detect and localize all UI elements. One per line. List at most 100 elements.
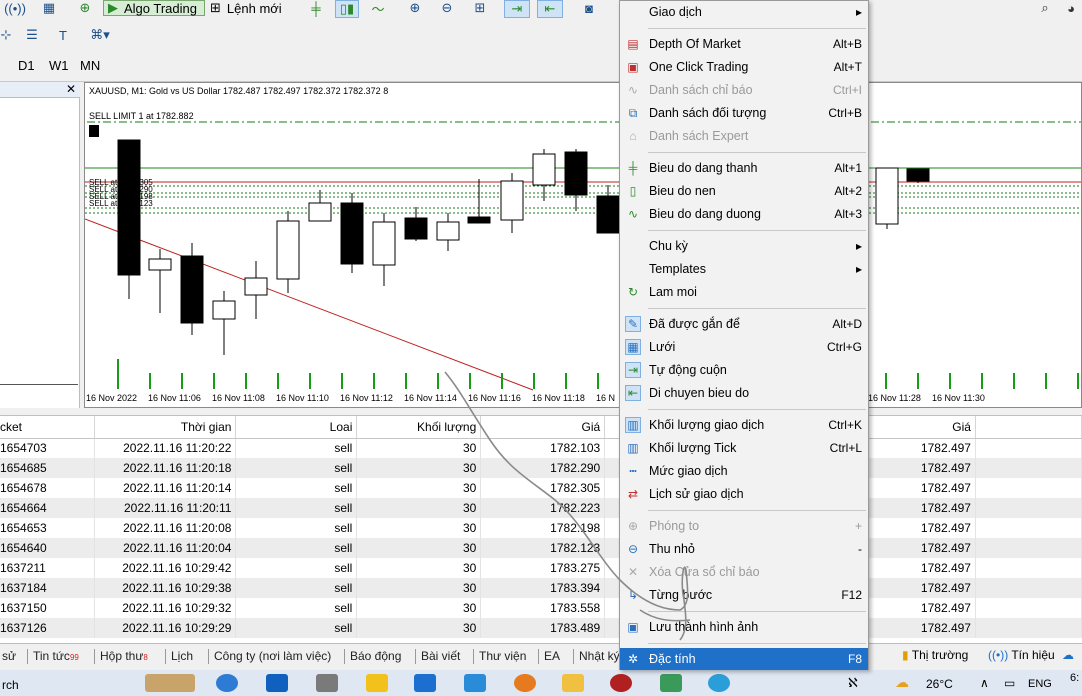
autoscroll-icon[interactable]: ⇥ bbox=[504, 0, 530, 18]
menu-item[interactable]: ↳ Từng bước F12 bbox=[620, 584, 868, 606]
menu-item[interactable]: ⧉ Danh sách đối tượng Ctrl+B bbox=[620, 102, 868, 124]
toolbox-tab[interactable]: Lịch bbox=[171, 649, 193, 663]
app-red-icon[interactable] bbox=[610, 674, 632, 692]
time-cell: 2022.11.16 11:20:08 bbox=[94, 518, 237, 538]
market-button[interactable]: ▮ Thị trường bbox=[902, 648, 969, 662]
col-price[interactable]: Giá bbox=[480, 416, 606, 439]
vps-icon[interactable]: ☁ bbox=[1062, 648, 1074, 662]
menu-item[interactable]: Giao dịch ▸ bbox=[620, 1, 868, 23]
calendar-icon[interactable] bbox=[414, 674, 436, 692]
user-icon[interactable]: ◕ bbox=[1067, 0, 1075, 16]
menu-item[interactable]: ↻ Lam moi bbox=[620, 281, 868, 303]
folder-icon[interactable] bbox=[562, 674, 584, 692]
timeframe-w1[interactable]: W1 bbox=[49, 58, 69, 73]
menu-item[interactable]: ▤ Depth Of Market Alt+B bbox=[620, 33, 868, 55]
toolbox-tab[interactable]: Báo động bbox=[350, 649, 401, 663]
col-current-price[interactable]: Giá bbox=[851, 416, 976, 439]
table-row[interactable]: 1654685 2022.11.16 11:20:18 sell 30 1782.290… bbox=[0, 458, 1082, 478]
telegram-icon[interactable] bbox=[708, 674, 730, 692]
menu-item[interactable]: ✲ Đặc tính F8 bbox=[620, 648, 868, 670]
toolbox-tab[interactable]: EA bbox=[544, 649, 560, 663]
timeframe-d1[interactable]: D1 bbox=[18, 58, 35, 73]
crosshair-icon[interactable]: ⊹ bbox=[0, 27, 12, 42]
menu-item[interactable]: ╪ Bieu do dang thanh Alt+1 bbox=[620, 157, 868, 179]
weather-widget-icon[interactable] bbox=[145, 674, 195, 692]
table-row[interactable]: 1654678 2022.11.16 11:20:14 sell 30 1782.305… bbox=[0, 478, 1082, 498]
table-row[interactable]: 1637150 2022.11.16 10:29:32 sell 30 1783.558… bbox=[0, 598, 1082, 618]
menu-item[interactable]: Templates ▸ bbox=[620, 258, 868, 280]
toolbox-tab[interactable]: Tin tức99 bbox=[33, 649, 79, 663]
signal-icon[interactable]: ((•)) bbox=[4, 0, 26, 16]
menu-item[interactable]: ┅ Mức giao dịch bbox=[620, 460, 868, 482]
signals-button[interactable]: ((•)) Tín hiệu bbox=[988, 648, 1055, 662]
toolbox-tab[interactable]: Công ty (nơi làm việc) bbox=[214, 649, 331, 663]
metatrader-icon[interactable] bbox=[660, 674, 682, 692]
edge-icon[interactable] bbox=[216, 674, 238, 692]
zoom-out-icon[interactable]: ⊖ bbox=[441, 0, 453, 15]
menu-item[interactable]: ∿ Bieu do dang duong Alt+3 bbox=[620, 203, 868, 225]
toolbox-tab[interactable]: Bài viết bbox=[421, 649, 460, 663]
table-row[interactable]: 1654653 2022.11.16 11:20:08 sell 30 1782.198… bbox=[0, 518, 1082, 538]
battery-icon[interactable]: ▭ bbox=[1004, 676, 1016, 690]
new-order-button[interactable]: ⊞ Lệnh mới bbox=[210, 0, 282, 16]
menu-item[interactable]: ⇥ Tự động cuộn bbox=[620, 359, 868, 381]
search-icon[interactable]: ⌕ bbox=[1041, 0, 1049, 15]
trade-history-table: cket Thời gian Loai Khối lượng Giá Giá 1… bbox=[0, 415, 1082, 643]
app-icon[interactable] bbox=[464, 674, 486, 692]
menu-item-shortcut: Alt+2 bbox=[834, 184, 862, 198]
menu-item[interactable]: ▥ Khối lượng Tick Ctrl+L bbox=[620, 437, 868, 459]
table-row[interactable]: 1654664 2022.11.16 11:20:11 sell 30 1782.223… bbox=[0, 498, 1082, 518]
chart-icon[interactable]: ▦ bbox=[42, 0, 56, 15]
people-icon[interactable]: ℵ bbox=[848, 675, 858, 690]
menu-item[interactable]: ⇄ Lịch sử giao dịch bbox=[620, 483, 868, 505]
volume-cell: 30 bbox=[356, 598, 482, 618]
col-type[interactable]: Loai bbox=[235, 416, 358, 439]
shapes-dropdown-icon[interactable]: ⌘▾ bbox=[90, 27, 110, 42]
screenshot-icon[interactable]: ◙ bbox=[585, 0, 593, 16]
sticky-icon[interactable] bbox=[366, 674, 388, 692]
bar-chart-icon[interactable]: ╪ bbox=[311, 0, 321, 16]
grid-icon[interactable]: ⊞ bbox=[474, 0, 486, 15]
col-ticket[interactable]: cket bbox=[0, 416, 96, 439]
menu-item-label: Thu nhỏ bbox=[649, 542, 695, 556]
menu-item[interactable]: ▣ Lưu thành hình ảnh bbox=[620, 616, 868, 638]
mail-icon[interactable] bbox=[266, 674, 288, 692]
line-chart-icon[interactable]: 〜 bbox=[371, 1, 385, 17]
chart-shift-icon[interactable]: ⇤ bbox=[537, 0, 563, 18]
menu-item-shortcut: - bbox=[858, 542, 862, 556]
firefox-icon[interactable] bbox=[514, 674, 536, 692]
menu-item[interactable]: ⊖ Thu nhỏ - bbox=[620, 538, 868, 560]
algo-trading-button[interactable]: ▶ Algo Trading bbox=[103, 0, 205, 16]
table-row[interactable]: 1637126 2022.11.16 10:29:29 sell 30 1783.489… bbox=[0, 618, 1082, 638]
add-chart-icon[interactable]: ⊕ bbox=[79, 0, 91, 15]
zoom-in-icon[interactable]: ⊕ bbox=[409, 0, 421, 15]
col-volume[interactable]: Khối lượng bbox=[356, 416, 482, 439]
menu-item[interactable]: ▥ Khối lượng giao dịch Ctrl+K bbox=[620, 414, 868, 436]
menu-item[interactable]: Chu kỳ ▸ bbox=[620, 235, 868, 257]
col-time[interactable]: Thời gian bbox=[94, 416, 237, 439]
text-icon[interactable]: T bbox=[59, 27, 67, 43]
close-icon[interactable]: ✕ bbox=[65, 82, 76, 96]
table-row[interactable]: 1637211 2022.11.16 10:29:42 sell 30 1783.275… bbox=[0, 558, 1082, 578]
candle-body bbox=[244, 277, 268, 296]
table-row[interactable]: 1654703 2022.11.16 11:20:22 sell 30 1782.103… bbox=[0, 438, 1082, 458]
tray-expand-icon[interactable]: ∧ bbox=[980, 676, 989, 690]
table-row[interactable]: 1654640 2022.11.16 11:20:04 sell 30 1782.123… bbox=[0, 538, 1082, 558]
menu-item[interactable]: ▣ One Click Trading Alt+T bbox=[620, 56, 868, 78]
clock[interactable]: 6: bbox=[1070, 672, 1080, 684]
menu-item[interactable]: ▦ Lưới Ctrl+G bbox=[620, 336, 868, 358]
timeframe-mn[interactable]: MN bbox=[80, 58, 101, 73]
toolbox-tab[interactable]: Thư viện bbox=[479, 649, 526, 663]
candles-icon[interactable]: ▯▮ bbox=[335, 0, 359, 18]
toolbox-tab[interactable]: Hộp thư8 bbox=[100, 649, 148, 663]
table-row[interactable]: 1637184 2022.11.16 10:29:38 sell 30 1783.394… bbox=[0, 578, 1082, 598]
menu-item[interactable]: ▯ Bieu do nen Alt+2 bbox=[620, 180, 868, 202]
lines-icon[interactable]: ☰ bbox=[26, 27, 38, 42]
menu-item[interactable]: ⇤ Di chuyen bieu do bbox=[620, 382, 868, 404]
toolbox-tab[interactable]: sử bbox=[2, 649, 16, 663]
language-indicator[interactable]: ENG bbox=[1028, 678, 1052, 690]
toolbox-tab[interactable]: Nhật ký bbox=[579, 649, 620, 663]
menu-item[interactable]: ✎ Đã được gắn để Alt+D bbox=[620, 313, 868, 335]
store-icon[interactable] bbox=[316, 674, 338, 692]
price-chart[interactable]: XAUUSD, M1: Gold vs US Dollar 1782.487 1… bbox=[84, 82, 1082, 408]
